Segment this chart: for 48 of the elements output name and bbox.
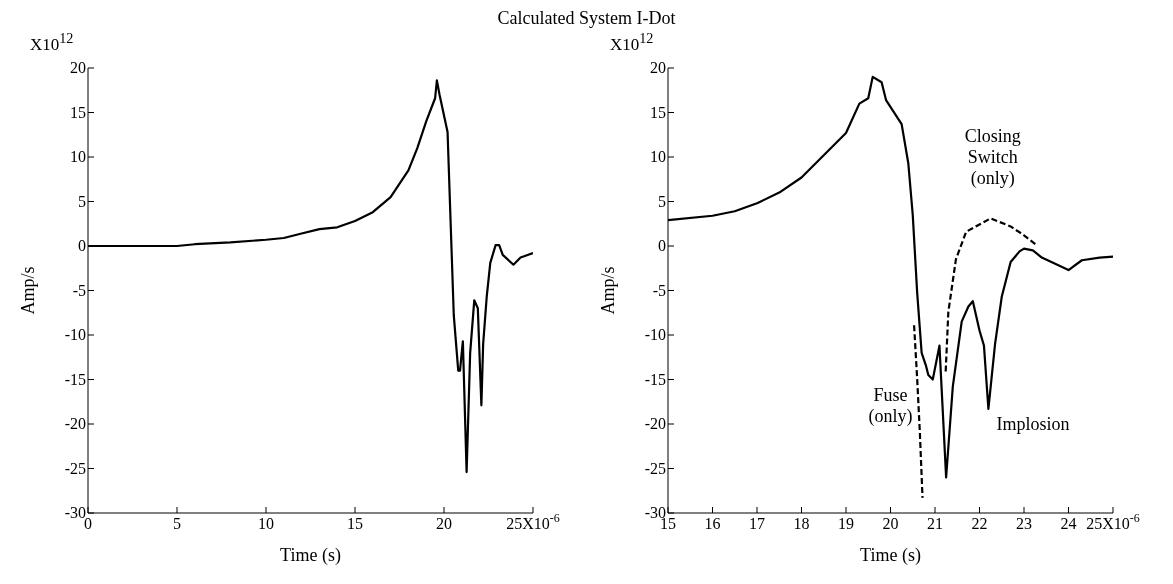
y-tick-label: -5 — [652, 281, 666, 299]
y-tick-label: 10 — [70, 148, 86, 165]
annotation: Implosion — [996, 413, 1070, 435]
y-tick-label: 20 — [650, 59, 666, 76]
line-series — [944, 217, 1038, 373]
x-axis-title: Time (s) — [860, 545, 921, 566]
x-tick-label: 19 — [838, 515, 854, 532]
y-tick-label: 15 — [70, 103, 86, 121]
y-tick-label: -10 — [64, 326, 86, 343]
y-tick-label: -30 — [64, 504, 86, 521]
y-tick-label: 5 — [78, 192, 86, 210]
y-tick-label: -15 — [64, 370, 86, 388]
x-tick-label: 20 — [882, 515, 899, 532]
x-axis-title: Time (s) — [280, 545, 341, 566]
y-tick-label: 0 — [78, 237, 86, 254]
x-tick-label: 18 — [793, 515, 810, 532]
x-tick-label: 10 — [258, 515, 274, 532]
y-tick-label: 5 — [658, 192, 666, 210]
y-tick-label: -25 — [644, 459, 666, 477]
y-tick-label: 15 — [650, 103, 666, 121]
x-tick-label: 24 — [1060, 515, 1077, 532]
text: X10$^{12}$ — [30, 30, 74, 55]
x-tick-label: 16 — [704, 515, 721, 532]
text: Calculated System I-Dot — [496, 8, 677, 28]
x-tick-label: 5 — [173, 515, 181, 532]
x-tick-label: 15 — [347, 515, 363, 532]
y-tick-label: 0 — [658, 237, 666, 254]
y-tick-label: -25 — [64, 459, 86, 477]
y-tick-label: -10 — [644, 326, 666, 343]
x-tick-label: 20 — [436, 515, 452, 532]
y-tick-label: 20 — [70, 59, 86, 76]
y-tick-label: -5 — [72, 281, 86, 299]
y-axis-title: Amp/s — [598, 266, 619, 315]
x-tick-label: 25X10$^{-6}$ — [1086, 511, 1140, 532]
y-tick-label: -15 — [644, 370, 666, 388]
y-tick-label: 10 — [650, 148, 666, 165]
y-tick-label: -20 — [644, 415, 666, 432]
annotation: Closing Switch (only) — [964, 125, 1021, 189]
y-axis-title: Amp/s — [18, 266, 39, 315]
text: X10$^{12}$ — [610, 30, 654, 55]
y-tick-label: -20 — [64, 415, 86, 432]
x-tick-label: 25X10$^{-6}$ — [506, 511, 560, 532]
x-tick-label: 23 — [1016, 515, 1032, 532]
x-tick-label: 22 — [971, 515, 988, 532]
x-tick-label: 17 — [749, 515, 765, 532]
x-tick-label: 21 — [927, 515, 943, 532]
annotation: Fuse (only) — [868, 385, 913, 428]
line-series — [912, 324, 924, 499]
